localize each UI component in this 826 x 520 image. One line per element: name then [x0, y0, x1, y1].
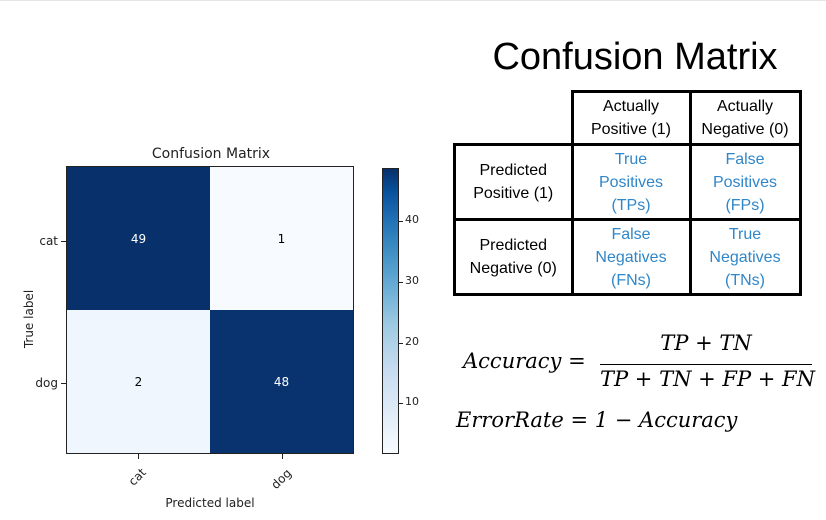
colorbar-tick-20: 20	[405, 335, 419, 348]
x-tick-mark	[282, 454, 283, 459]
y-tick-dog: dog	[35, 376, 58, 390]
y-tick-mark	[61, 241, 66, 242]
row-predicted-positive: Predicted Positive (1)	[453, 143, 574, 221]
cell-false-positives: False Positives (FPs)	[688, 143, 802, 221]
heatmap-cell-dog-cat: 2	[67, 310, 210, 453]
x-tick-dog: dog	[268, 466, 295, 492]
cell-line: Positives	[712, 173, 778, 191]
cell-line: (FPs)	[725, 196, 765, 214]
cell-line: (FNs)	[611, 271, 651, 289]
cell-line: Positives	[598, 173, 664, 191]
header-line: Actually	[716, 98, 774, 115]
heatmap-cell-cat-dog: 1	[210, 167, 353, 310]
y-tick-cat: cat	[39, 234, 58, 248]
heatmap-grid: 49 1 2 48	[66, 166, 354, 454]
cell-true-negatives: True Negatives (TNs)	[688, 218, 802, 296]
header-actually-negative: Actually Negative (0)	[688, 90, 802, 146]
cell-line: (TNs)	[725, 271, 765, 289]
colorbar-tick-mark	[399, 343, 403, 344]
colorbar-tick-mark	[399, 282, 403, 283]
error-rate-formula: ErrorRate = 1 − Accuracy	[456, 408, 738, 432]
header-line: Negative (0)	[701, 121, 789, 138]
cell-line: Negatives	[595, 248, 667, 266]
header-line: Positive (1)	[590, 121, 672, 138]
row-header-line: Predicted	[479, 162, 548, 179]
heatmap-title: Confusion Matrix	[151, 146, 271, 162]
colorbar	[382, 168, 399, 454]
table-corner-blank	[454, 91, 574, 146]
x-tick-mark	[138, 454, 139, 459]
row-header-line: Negative (0)	[469, 260, 557, 277]
row-predicted-negative: Predicted Negative (0)	[453, 218, 574, 296]
row-header-line: Positive (1)	[473, 185, 554, 202]
header-line: Actually	[602, 98, 660, 115]
y-tick-mark	[61, 383, 66, 384]
cell-true-positives: True Positives (TPs)	[570, 143, 692, 221]
cell-line: True	[728, 225, 762, 243]
header-actually-positive: Actually Positive (1)	[570, 90, 692, 146]
cell-line: False	[611, 225, 651, 243]
cell-line: True	[614, 150, 648, 168]
top-border	[0, 0, 826, 1]
x-tick-cat: cat	[125, 465, 149, 489]
page-title: Confusion Matrix	[492, 36, 778, 78]
fraction-bar	[600, 364, 812, 365]
accuracy-numerator: TP + TN	[660, 331, 752, 355]
colorbar-tick-mark	[399, 221, 403, 222]
cell-false-negatives: False Negatives (FNs)	[570, 218, 692, 296]
x-axis-label: Predicted label	[165, 496, 255, 510]
heatmap-cell-cat-cat: 49	[67, 167, 210, 310]
colorbar-tick-40: 40	[405, 213, 419, 226]
confusion-definition-table: Actually Positive (1) Actually Negative …	[453, 90, 802, 296]
accuracy-denominator: TP + TN + FP + FN	[600, 367, 816, 391]
cell-line: False	[725, 150, 765, 168]
cell-line: (TPs)	[611, 196, 651, 214]
row-header-line: Predicted	[479, 237, 548, 254]
colorbar-tick-10: 10	[405, 395, 419, 408]
y-axis-label: True label	[22, 289, 36, 349]
heatmap-cell-dog-dog: 48	[210, 310, 353, 453]
cell-line: Negatives	[709, 248, 781, 266]
colorbar-tick-30: 30	[405, 274, 419, 287]
colorbar-tick-mark	[399, 403, 403, 404]
accuracy-lhs: Accuracy =	[463, 349, 586, 373]
confusion-heatmap-figure: Confusion Matrix 49 1 2 48 cat dog cat d…	[0, 130, 440, 520]
